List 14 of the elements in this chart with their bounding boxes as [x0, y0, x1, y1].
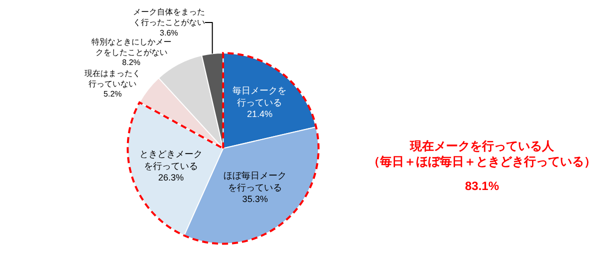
slice-label: メーク自体をまったく行ったことがない: [132, 8, 205, 27]
slice-label: ときどきメークを行っている: [139, 149, 202, 171]
slice-label: 特別なときにしかメークをしたことがない: [91, 37, 172, 57]
slice-label: ほぼ毎日メークを行っている: [224, 170, 287, 192]
slice-label: 毎日メークを行っている: [232, 86, 287, 108]
text: 83.1%: [465, 179, 500, 193]
data-label: 21.4%: [246, 109, 272, 120]
data-label: 3.6%: [160, 28, 178, 38]
slice-label: 現在はまったく行っていない: [84, 68, 141, 88]
data-label: 8.2%: [122, 58, 140, 68]
text: 現在メークを行っている人（毎日＋ほぼ毎日＋ときどき行っている）: [368, 139, 596, 169]
data-label: 26.3%: [158, 172, 184, 183]
data-label: 35.3%: [242, 194, 268, 204]
data-label: 5.2%: [104, 90, 122, 99]
